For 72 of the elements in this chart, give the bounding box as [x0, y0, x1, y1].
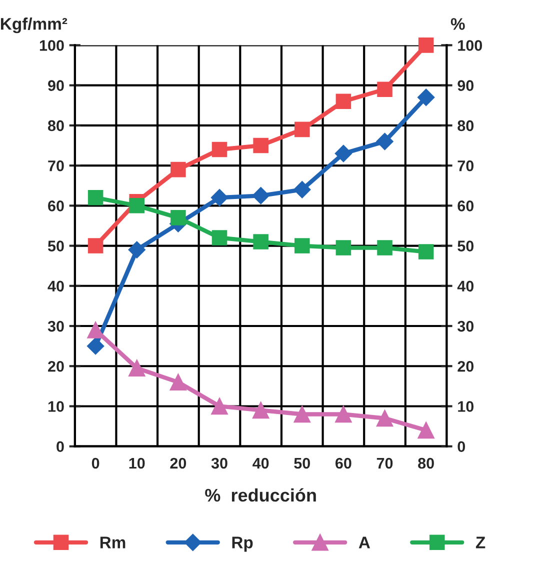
x-tick-label: 70 [376, 458, 393, 469]
point [129, 198, 145, 214]
point [170, 374, 187, 390]
x-tick-label: 0 [92, 458, 100, 469]
point [88, 238, 104, 254]
point [336, 94, 352, 109]
point [334, 144, 352, 162]
x-tick-label: 20 [170, 458, 186, 469]
y-tick-label: 60 [48, 200, 64, 212]
point [253, 138, 268, 154]
legend-label: Rp [232, 536, 253, 552]
y2-tick-label: 50 [458, 240, 474, 252]
y2-tick-label: 100 [458, 40, 482, 51]
y2-axis-title: % [450, 18, 465, 30]
x-tick-label: 80 [418, 458, 434, 469]
y-tick-label: 70 [48, 160, 64, 172]
y-tick-label: 50 [48, 240, 64, 252]
point [170, 162, 186, 178]
point [377, 240, 392, 256]
point [211, 398, 228, 415]
y2-tick-label: 10 [458, 401, 474, 412]
point [418, 422, 434, 439]
y-tick-label: 80 [48, 120, 64, 132]
y2-tick-label: 80 [458, 120, 474, 132]
y2-tick-label: 60 [458, 200, 474, 212]
point [418, 88, 435, 106]
point [418, 244, 434, 260]
point [418, 38, 434, 53]
y2-tick-label: 20 [458, 360, 474, 372]
point [212, 142, 228, 158]
point [294, 238, 310, 254]
point [128, 360, 146, 376]
y2-tick-label: 90 [458, 80, 474, 91]
point [376, 410, 394, 427]
y2-tick-label: 70 [458, 160, 474, 172]
point [87, 322, 104, 338]
legend-label: Rm [100, 536, 126, 548]
y-tick-label: 30 [48, 320, 64, 332]
x-tick-label: 30 [211, 458, 228, 469]
y-tick-label: 0 [56, 441, 64, 452]
y-axis-title: Kgf/mm² [0, 18, 68, 34]
point [376, 132, 394, 150]
x-tick-label: 40 [252, 458, 269, 469]
x-axis-title: % reducción [205, 488, 316, 502]
point [210, 189, 228, 206]
y-tick-label: 10 [48, 401, 64, 412]
point [212, 230, 228, 246]
point [252, 402, 270, 419]
y-tick-label: 40 [48, 280, 64, 292]
point [87, 338, 104, 355]
point [294, 181, 311, 198]
y2-tick-label: 0 [458, 441, 466, 452]
y-tick-label: 90 [48, 80, 64, 91]
point [253, 234, 268, 250]
legend-label: A [358, 536, 370, 548]
y-tick-label: 100 [40, 40, 64, 51]
point [170, 210, 186, 226]
point [294, 122, 310, 138]
point [377, 82, 392, 97]
y2-tick-label: 30 [457, 320, 474, 332]
y2-tick-label: 40 [457, 280, 474, 292]
point [252, 187, 270, 204]
point [336, 240, 352, 256]
point [335, 406, 352, 423]
point [294, 406, 310, 423]
point [128, 241, 146, 258]
x-tick-label: 10 [129, 458, 145, 469]
x-tick-label: 50 [294, 458, 310, 469]
point [88, 190, 104, 206]
x-tick-label: 60 [336, 458, 352, 469]
legend-label: Z [476, 536, 486, 548]
y-tick-label: 20 [48, 360, 64, 372]
